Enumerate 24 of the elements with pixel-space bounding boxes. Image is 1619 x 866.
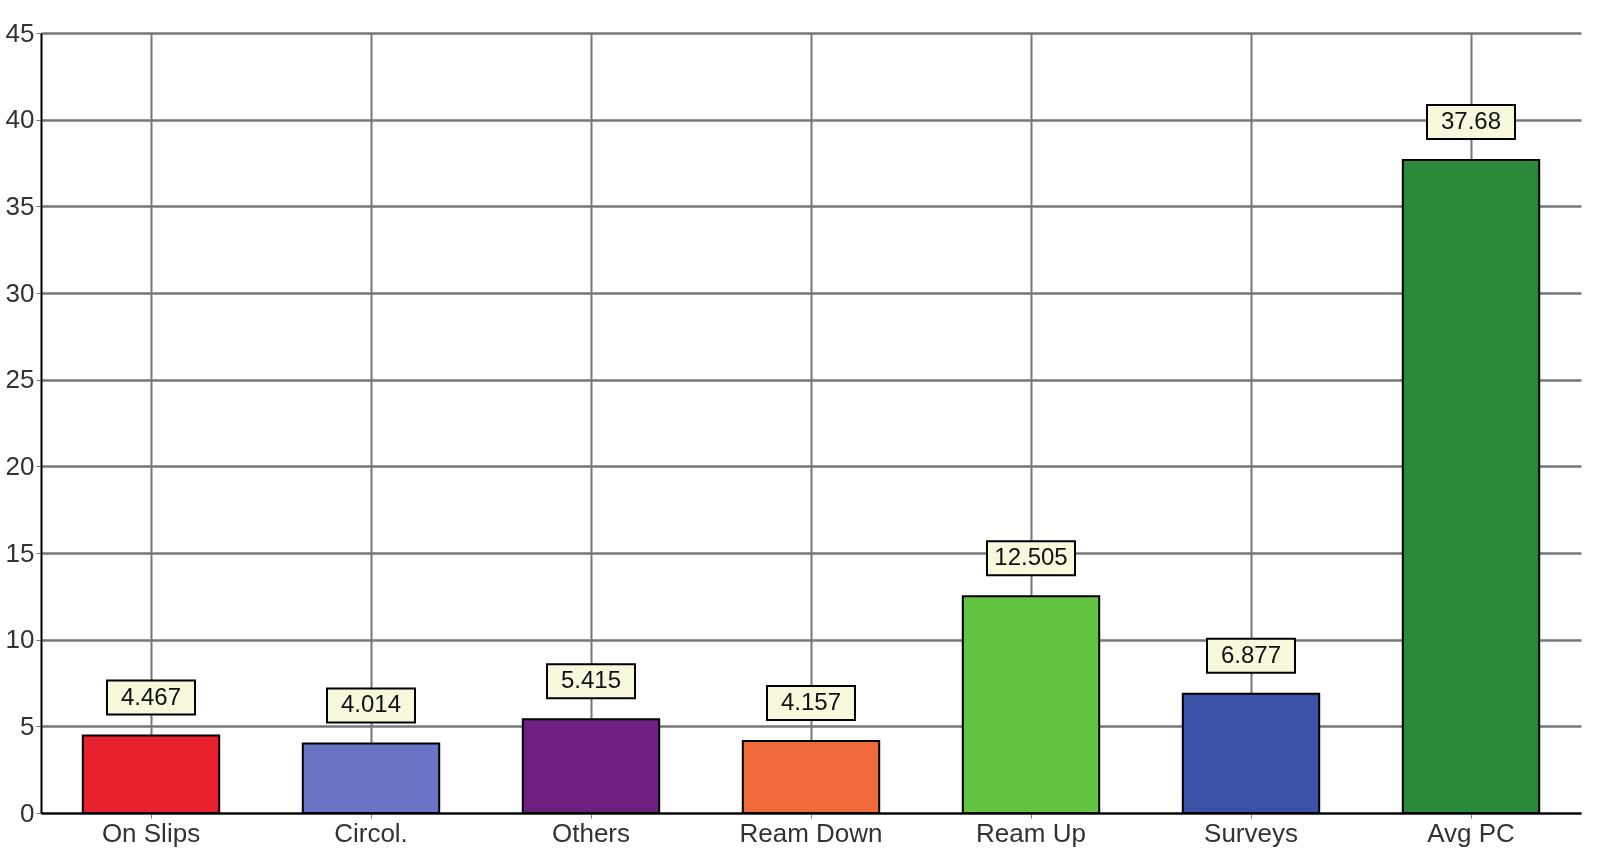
y-tick-label: 35 (5, 190, 35, 221)
x-tick-label: Surveys (1204, 817, 1298, 848)
y-tick-label: 5 (20, 710, 35, 741)
x-tick-label: Others (551, 817, 631, 848)
data-label: 5.415 (560, 666, 622, 694)
data-label: 4.157 (780, 687, 842, 715)
x-tick-label: Avg PC (1427, 817, 1515, 848)
y-tick-label: 40 (5, 104, 35, 135)
data-label: 12.505 (994, 543, 1068, 571)
x-tick-label: Ream Down (739, 817, 883, 848)
data-label: 4.014 (340, 690, 402, 718)
data-label: 6.877 (1220, 640, 1282, 668)
data-label: 4.467 (120, 682, 182, 710)
y-tick-label: 45 (5, 17, 35, 48)
data-label: 37.68 (1440, 106, 1502, 134)
y-tick-label: 30 (5, 277, 35, 308)
y-tick-label: 15 (5, 537, 35, 568)
y-tick-label: 10 (5, 624, 35, 655)
x-tick-label: On Slips (101, 817, 201, 848)
y-tick-label: 25 (5, 364, 35, 395)
x-tick-label: Ream Up (976, 817, 1086, 848)
x-tick-label: Circol. (334, 817, 408, 848)
y-tick-label: 0 (20, 797, 35, 828)
y-tick-label: 20 (5, 450, 35, 481)
